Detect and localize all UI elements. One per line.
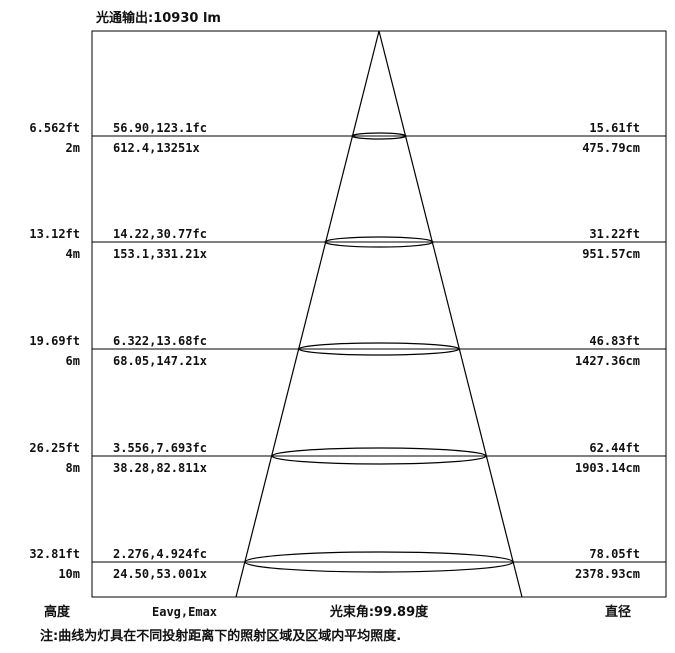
illuminance-fc-label: 56.90,123.1fc bbox=[113, 121, 207, 135]
beam-angle-label: 光束角:99.89度 bbox=[329, 604, 429, 620]
footnote: 注:曲线为灯具在不同投射距离下的照射区域及区域内平均照度. bbox=[40, 628, 401, 644]
diameter-ft-label: 31.22ft bbox=[589, 227, 640, 241]
luminous-flux-title: 光通输出:10930 lm bbox=[95, 10, 221, 26]
diameter-cm-label: 2378.93cm bbox=[575, 567, 640, 581]
illuminance-lx-label: 38.28,82.811x bbox=[113, 461, 207, 475]
illuminance-lx-label: 24.50,53.001x bbox=[113, 567, 207, 581]
beam-ellipse-2m bbox=[351, 132, 407, 140]
diagram-frame bbox=[91, 30, 667, 598]
diameter-ft-label: 15.61ft bbox=[589, 121, 640, 135]
height-m-label: 2m bbox=[66, 141, 80, 155]
beam-ellipse-4m bbox=[324, 236, 434, 248]
diameter-column-label: 直径 bbox=[605, 604, 631, 620]
illuminance-fc-label: 2.276,4.924fc bbox=[113, 547, 207, 561]
illuminance-column-label: Eavg,Emax bbox=[152, 605, 217, 619]
beam-right-edge bbox=[378, 30, 523, 598]
height-m-label: 6m bbox=[66, 354, 80, 368]
beam-left-edge bbox=[235, 30, 380, 598]
illuminance-lx-label: 612.4,13251x bbox=[113, 141, 200, 155]
height-m-label: 10m bbox=[58, 567, 80, 581]
height-ft-label: 19.69ft bbox=[29, 334, 80, 348]
illuminance-fc-label: 6.322,13.68fc bbox=[113, 334, 207, 348]
diameter-ft-label: 78.05ft bbox=[589, 547, 640, 561]
beam-ellipse-6m bbox=[298, 342, 460, 356]
illuminance-fc-label: 14.22,30.77fc bbox=[113, 227, 207, 241]
height-ft-label: 32.81ft bbox=[29, 547, 80, 561]
height-ft-label: 26.25ft bbox=[29, 441, 80, 455]
illuminance-fc-label: 3.556,7.693fc bbox=[113, 441, 207, 455]
height-m-label: 4m bbox=[66, 247, 80, 261]
beam-ellipse-10m bbox=[244, 551, 514, 573]
illuminance-lx-label: 153.1,331.21x bbox=[113, 247, 207, 261]
height-column-label: 高度 bbox=[44, 604, 71, 620]
diameter-ft-label: 62.44ft bbox=[589, 441, 640, 455]
illuminance-lx-label: 68.05,147.21x bbox=[113, 354, 207, 368]
diameter-cm-label: 1903.14cm bbox=[575, 461, 640, 475]
diameter-cm-label: 951.57cm bbox=[582, 247, 640, 261]
beam-ellipse-8m bbox=[271, 447, 487, 465]
diameter-cm-label: 475.79cm bbox=[582, 141, 640, 155]
height-ft-label: 13.12ft bbox=[29, 227, 80, 241]
diameter-cm-label: 1427.36cm bbox=[575, 354, 640, 368]
height-ft-label: 6.562ft bbox=[29, 121, 80, 135]
height-m-label: 8m bbox=[66, 461, 80, 475]
diameter-ft-label: 46.83ft bbox=[589, 334, 640, 348]
